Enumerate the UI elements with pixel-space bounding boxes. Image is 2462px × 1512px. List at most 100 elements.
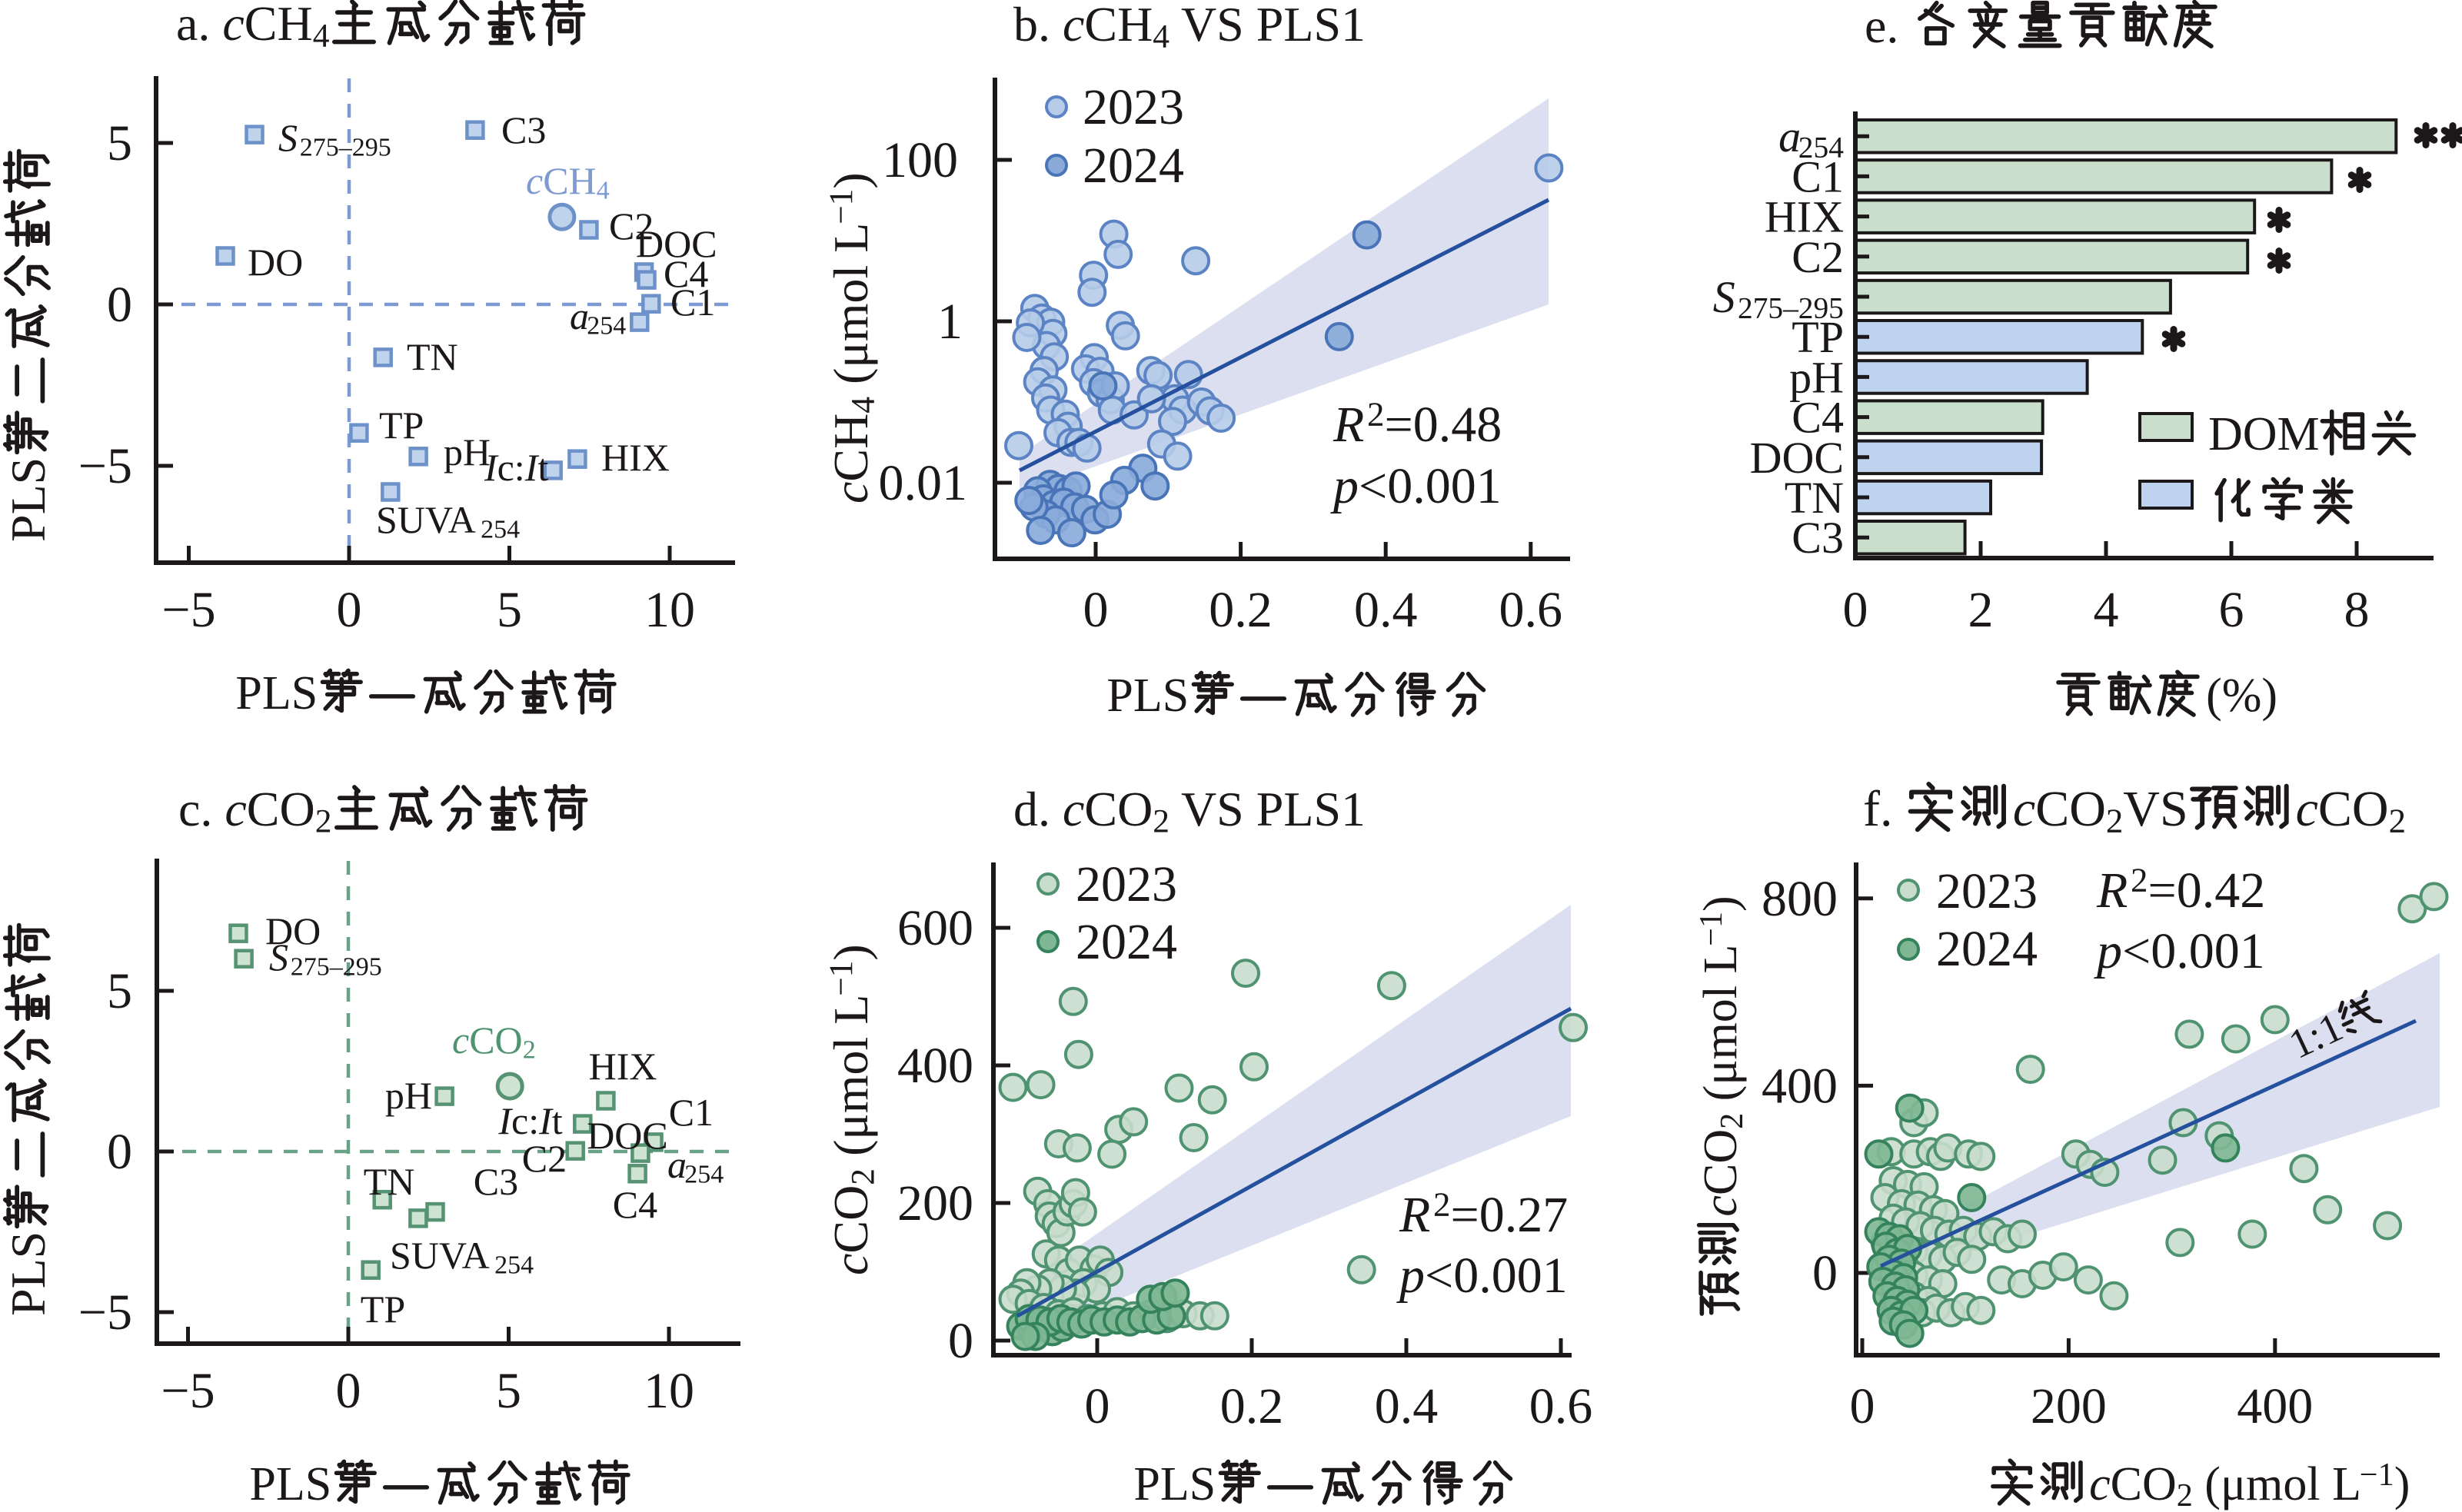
- svg-text:C3: C3: [1792, 513, 1844, 563]
- svg-text:I: I: [484, 446, 499, 489]
- svg-text:0.01: 0.01: [879, 455, 968, 511]
- svg-text:2: 2: [2106, 802, 2123, 840]
- svg-text:t: t: [552, 1099, 563, 1142]
- svg-text:2: 2: [523, 1036, 536, 1065]
- svg-text:TP: TP: [1792, 312, 1844, 362]
- svg-text:254: 254: [494, 1251, 534, 1280]
- svg-text:R: R: [2096, 862, 2128, 919]
- svg-text:4: 4: [2094, 582, 2119, 638]
- svg-text:−5: −5: [161, 582, 215, 638]
- svg-text:CH: CH: [543, 159, 596, 202]
- svg-text:0.4: 0.4: [1354, 582, 1418, 638]
- svg-text:2: 2: [1968, 582, 1994, 638]
- svg-text:p: p: [1330, 458, 1359, 514]
- svg-text:CO: CO: [247, 782, 315, 836]
- svg-text:S: S: [1713, 272, 1735, 322]
- svg-text:c: c: [222, 0, 244, 51]
- svg-text:0: 0: [336, 1363, 361, 1419]
- svg-text:5: 5: [107, 963, 132, 1019]
- svg-text:e.: e.: [1865, 0, 1911, 53]
- svg-text:−5: −5: [78, 1284, 132, 1341]
- svg-text:c: c: [823, 1254, 878, 1275]
- svg-text:4: 4: [597, 177, 610, 205]
- svg-text:pH: pH: [385, 1074, 432, 1117]
- svg-text:=0.42: =0.42: [2148, 862, 2266, 919]
- svg-text:−5: −5: [78, 438, 132, 494]
- svg-text:0: 0: [1812, 1245, 1838, 1301]
- svg-text:c: c: [452, 1019, 469, 1062]
- svg-text:c: c: [1695, 1195, 1747, 1217]
- svg-text:10: 10: [644, 582, 695, 638]
- svg-text:c:: c:: [511, 1099, 539, 1142]
- svg-text:DOC: DOC: [587, 1114, 668, 1157]
- svg-text:(μmol L: (μmol L: [1695, 945, 1747, 1113]
- svg-text:0.2: 0.2: [1220, 1378, 1284, 1434]
- svg-text:275–295: 275–295: [1738, 291, 1844, 325]
- svg-text:275–295: 275–295: [300, 134, 391, 162]
- svg-text:4: 4: [313, 17, 330, 54]
- svg-text:HIX: HIX: [589, 1045, 657, 1088]
- svg-text:1: 1: [937, 294, 963, 350]
- svg-text:0: 0: [1850, 1378, 1875, 1434]
- svg-text:<0.001: <0.001: [1425, 1248, 1568, 1304]
- svg-text:400: 400: [2237, 1378, 2313, 1434]
- svg-text:CO: CO: [823, 1185, 878, 1254]
- svg-text:−1: −1: [823, 189, 860, 224]
- svg-text:C1: C1: [1792, 151, 1844, 201]
- svg-text:SUVA: SUVA: [376, 498, 476, 541]
- svg-text:TP: TP: [361, 1288, 405, 1331]
- svg-text:−5: −5: [161, 1363, 215, 1419]
- svg-text:VS PLS1: VS PLS1: [1169, 782, 1366, 836]
- svg-text:VS: VS: [2123, 781, 2188, 837]
- svg-text:5: 5: [497, 582, 522, 638]
- svg-text:(μmol L: (μmol L: [2193, 1458, 2361, 1510]
- svg-text:0: 0: [107, 1124, 132, 1180]
- svg-text:200: 200: [897, 1175, 973, 1231]
- svg-text:c: c: [1063, 782, 1084, 836]
- svg-text:C4: C4: [613, 1183, 657, 1226]
- svg-text:TN: TN: [407, 335, 458, 378]
- svg-text:CO: CO: [469, 1019, 522, 1062]
- svg-text:DOC: DOC: [636, 222, 717, 265]
- svg-text:CH: CH: [245, 0, 313, 51]
- svg-text:VS PLS1: VS PLS1: [1169, 0, 1366, 52]
- svg-text:S: S: [269, 935, 288, 979]
- svg-text:0: 0: [948, 1313, 973, 1369]
- svg-text:PLS: PLS: [235, 667, 318, 719]
- svg-text:0: 0: [1083, 582, 1109, 638]
- svg-text:−1: −1: [823, 961, 860, 996]
- svg-text:275–295: 275–295: [291, 953, 382, 982]
- svg-text:p: p: [2094, 923, 2122, 979]
- svg-text:C3: C3: [474, 1160, 518, 1203]
- svg-text:CO: CO: [1695, 1129, 1747, 1195]
- svg-text:2023: 2023: [1936, 863, 2038, 919]
- svg-text:C2: C2: [609, 204, 654, 248]
- svg-text:5: 5: [496, 1363, 521, 1419]
- svg-text:CO: CO: [1084, 782, 1153, 836]
- svg-text:t: t: [537, 446, 548, 489]
- svg-text:a: a: [667, 1143, 687, 1186]
- svg-text:CO: CO: [2111, 1458, 2177, 1510]
- svg-text:c: c: [1063, 0, 1084, 52]
- svg-text:=0.48: =0.48: [1385, 397, 1502, 453]
- svg-text:I: I: [538, 1099, 554, 1142]
- svg-text:TN: TN: [1785, 473, 1844, 523]
- svg-text:C1: C1: [670, 281, 715, 324]
- svg-text:PLS: PLS: [1106, 670, 1189, 722]
- svg-text:2: 2: [2131, 861, 2148, 899]
- svg-text:2: 2: [1714, 1113, 1750, 1129]
- svg-text:2: 2: [1153, 803, 1169, 839]
- svg-text:2: 2: [315, 803, 332, 839]
- svg-text:6: 6: [2219, 582, 2244, 638]
- svg-text:c.: c.: [178, 782, 225, 836]
- svg-text:254: 254: [587, 312, 626, 341]
- svg-text:d.: d.: [1013, 782, 1063, 836]
- svg-text:=0.27: =0.27: [1451, 1187, 1569, 1243]
- svg-text:c: c: [823, 482, 878, 503]
- svg-text:f.: f.: [1863, 781, 1905, 837]
- svg-text:2023: 2023: [1076, 856, 1177, 912]
- svg-text:0: 0: [1085, 1378, 1110, 1434]
- svg-text:2024: 2024: [1936, 921, 2038, 977]
- svg-text:a: a: [570, 294, 589, 337]
- svg-text:2: 2: [1367, 395, 1384, 434]
